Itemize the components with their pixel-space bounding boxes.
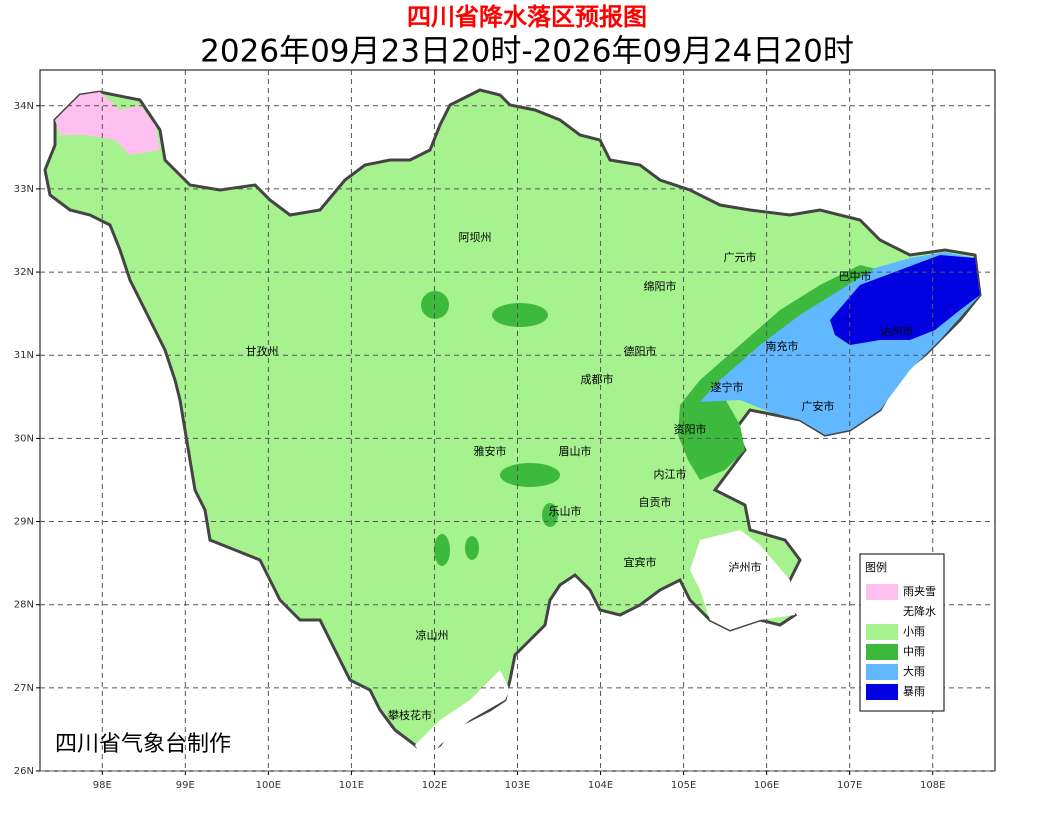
y-tick-label: 33N — [14, 184, 34, 195]
rainstorm-area — [830, 255, 980, 345]
region-label: 攀枝花市 — [388, 708, 432, 722]
y-tick-label: 29N — [14, 517, 34, 528]
region-label: 阿坝州 — [459, 230, 492, 244]
legend-label: 小雨 — [903, 625, 925, 638]
moderate-rain-area — [421, 291, 449, 319]
region-label: 甘孜州 — [246, 344, 279, 358]
legend-swatch — [866, 644, 898, 660]
credit: 四川省气象台制作 — [55, 732, 231, 757]
x-tick-label: 105E — [671, 780, 696, 791]
region-label: 巴中市 — [839, 269, 872, 283]
region-label: 遂宁市 — [711, 380, 744, 394]
x-tick-label: 107E — [837, 780, 862, 791]
moderate-rain-area — [465, 536, 479, 560]
map-title: 四川省降水落区预报图 — [407, 3, 647, 31]
legend-label: 中雨 — [903, 645, 925, 658]
map-subtitle: 2026年09月23日20时-2026年09月24日20时 — [200, 34, 854, 70]
legend-swatch — [866, 584, 898, 600]
x-tick-label: 100E — [256, 780, 281, 791]
moderate-rain-area — [492, 303, 548, 327]
y-tick-label: 30N — [14, 433, 34, 444]
legend-label: 暴雨 — [903, 685, 925, 698]
region-label: 凉山州 — [416, 628, 449, 642]
region-label: 绵阳市 — [644, 279, 677, 293]
x-tick-label: 99E — [176, 780, 195, 791]
moderate-rain-area — [500, 463, 560, 487]
region-label: 成都市 — [581, 372, 614, 386]
region-label: 宜宾市 — [624, 555, 657, 569]
x-tick-label: 106E — [754, 780, 779, 791]
moderate-rain-area — [542, 503, 558, 527]
legend-swatch — [866, 664, 898, 680]
region-label: 乐山市 — [549, 504, 582, 518]
region-label: 眉山市 — [559, 444, 592, 458]
moderate-rain-area — [678, 265, 880, 480]
region-label: 资阳市 — [674, 422, 707, 436]
x-tick-label: 101E — [339, 780, 364, 791]
legend-label: 无降水 — [903, 604, 936, 618]
x-tick-label: 103E — [505, 780, 530, 791]
y-tick-label: 31N — [14, 350, 34, 361]
region-label: 达州市 — [881, 324, 914, 338]
y-tick-label: 34N — [14, 101, 34, 112]
x-tick-label: 108E — [920, 780, 945, 791]
y-tick-label: 27N — [14, 683, 34, 694]
region-label: 广元市 — [724, 250, 757, 264]
x-tick-label: 104E — [588, 780, 613, 791]
legend-swatch — [866, 604, 898, 620]
sleet-area — [55, 92, 160, 155]
region-label: 自贡市 — [639, 495, 672, 509]
region-label: 南充市 — [766, 339, 799, 353]
x-tick-label: 102E — [422, 780, 447, 791]
legend-label: 大雨 — [903, 664, 925, 678]
x-tick-label: 98E — [93, 780, 112, 791]
region-label: 广安市 — [802, 399, 835, 413]
region-label: 泸州市 — [729, 560, 762, 574]
region-label: 雅安市 — [474, 444, 507, 458]
legend-swatch — [866, 684, 898, 700]
y-tick-label: 32N — [14, 267, 34, 278]
legend-label: 雨夹雪 — [903, 585, 936, 598]
region-label: 内江市 — [654, 467, 687, 481]
no-rain-area — [415, 670, 510, 765]
region-label: 德阳市 — [624, 344, 657, 358]
y-tick-label: 28N — [14, 600, 34, 611]
moderate-rain-area — [434, 534, 450, 566]
legend-swatch — [866, 624, 898, 640]
legend-title: 图例 — [865, 560, 887, 574]
y-tick-label: 26N — [14, 766, 34, 777]
